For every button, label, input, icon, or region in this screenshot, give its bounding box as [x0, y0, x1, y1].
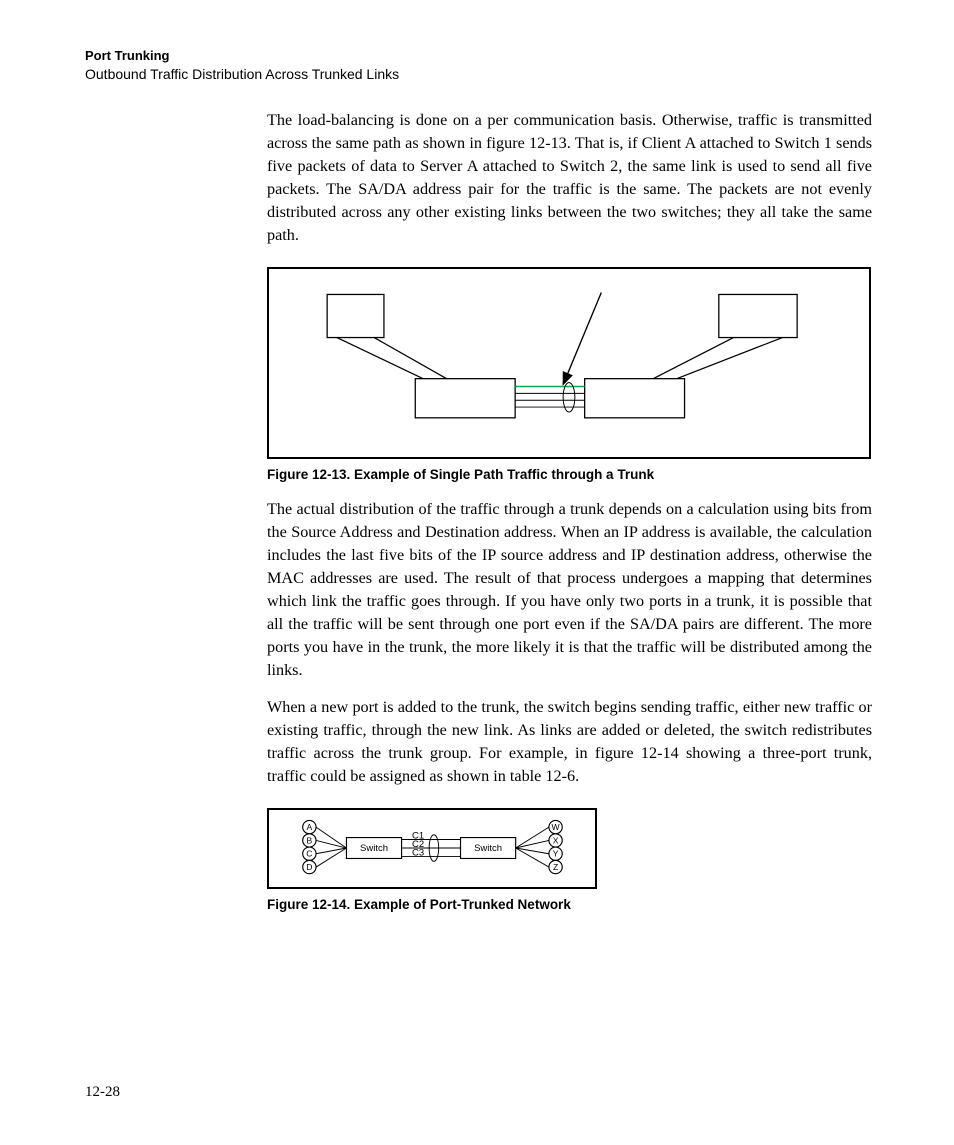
header-section-title: Port Trunking: [85, 48, 869, 65]
svg-text:C: C: [306, 849, 312, 859]
svg-text:Y: Y: [553, 849, 559, 859]
paragraph-2: The actual distribution of the traffic t…: [267, 498, 872, 682]
header-section-subtitle: Outbound Traffic Distribution Across Tru…: [85, 65, 869, 83]
svg-text:W: W: [552, 822, 561, 832]
svg-text:Switch: Switch: [360, 843, 388, 854]
paragraph-3: When a new port is added to the trunk, t…: [267, 696, 872, 788]
figure-12-13-caption: Figure 12-13. Example of Single Path Tra…: [267, 467, 872, 482]
figure-12-13: [267, 267, 871, 459]
svg-text:Z: Z: [553, 862, 558, 872]
running-header: Port Trunking Outbound Traffic Distribut…: [85, 48, 869, 83]
svg-text:X: X: [553, 835, 559, 845]
svg-text:C3: C3: [412, 848, 424, 859]
svg-text:D: D: [306, 862, 312, 872]
figure-12-14-svg: ABCDWXYZSwitchSwitchC1C2C3: [269, 810, 595, 887]
svg-text:Switch: Switch: [474, 843, 502, 854]
svg-text:A: A: [307, 822, 313, 832]
paragraph-1: The load-balancing is done on a per comm…: [267, 109, 872, 247]
svg-text:B: B: [307, 835, 313, 845]
page: Port Trunking Outbound Traffic Distribut…: [0, 0, 954, 1145]
figure-12-14-caption: Figure 12-14. Example of Port-Trunked Ne…: [267, 897, 872, 912]
figure-12-13-svg: [269, 269, 869, 457]
figure-12-14: ABCDWXYZSwitchSwitchC1C2C3: [267, 808, 597, 889]
body-column: The load-balancing is done on a per comm…: [267, 109, 872, 912]
page-number: 12-28: [85, 1084, 120, 1101]
